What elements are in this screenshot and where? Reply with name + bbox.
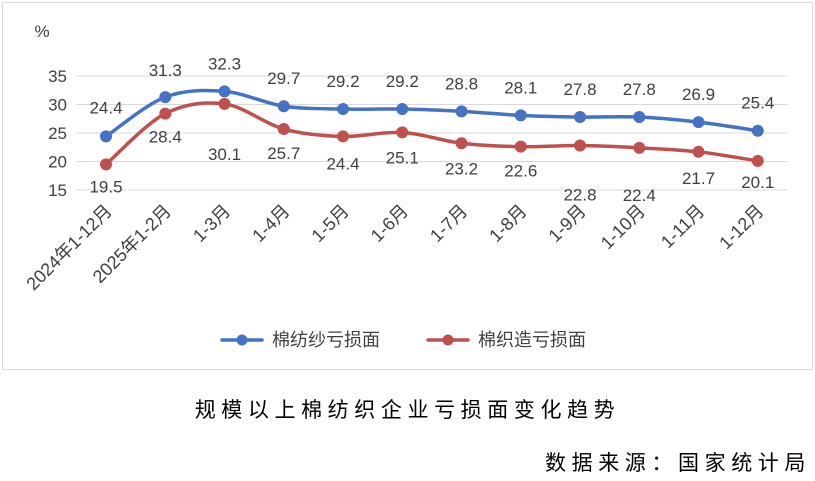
legend-item: 棉纺纱亏损面 (220, 330, 380, 350)
data-point-marker (633, 111, 646, 124)
y-tick-label: 35 (48, 67, 67, 86)
data-point-marker (574, 111, 587, 124)
data-label: 28.1 (504, 78, 537, 97)
data-point-marker (218, 85, 231, 98)
data-label: 26.9 (682, 85, 715, 104)
data-point-marker (692, 145, 705, 158)
data-point-marker (337, 103, 350, 116)
data-point-marker (396, 103, 409, 116)
data-label: 29.2 (326, 72, 359, 91)
data-point-marker (514, 109, 527, 122)
chart-border (2, 2, 813, 370)
data-label: 20.1 (741, 173, 774, 192)
data-label: 30.1 (208, 145, 241, 164)
gridlines (76, 75, 788, 191)
chart-title: 规模以上棉纺织企业亏损面变化趋势 (194, 398, 621, 422)
data-label: 29.2 (386, 72, 419, 91)
data-point-marker (277, 100, 290, 113)
y-tick-label: 20 (48, 153, 67, 172)
data-source-note: 数据来源：国家统计局 (545, 451, 811, 475)
data-point-marker (396, 126, 409, 139)
data-label: 28.8 (445, 74, 478, 93)
data-label: 25.4 (741, 94, 774, 113)
data-point-marker (100, 158, 113, 171)
series-0 (100, 85, 764, 143)
data-point-marker (574, 139, 587, 152)
data-label: 28.4 (149, 128, 182, 147)
legend-label: 棉织造亏损面 (478, 330, 586, 350)
data-label: 24.4 (89, 98, 122, 117)
y-tick-label: 15 (48, 181, 67, 200)
data-label: 27.8 (563, 80, 596, 99)
data-point-marker (751, 154, 764, 167)
data-point-marker (455, 105, 468, 118)
data-label: 25.1 (386, 148, 419, 167)
data-label: 27.8 (623, 80, 656, 99)
data-label: 22.8 (563, 186, 596, 205)
legend: 棉纺纱亏损面 棉织造亏损面 (220, 330, 586, 350)
data-point-marker (633, 141, 646, 154)
data-point-marker (159, 107, 172, 120)
y-axis-tick-labels: 15 20 25 30 35 (48, 67, 67, 200)
series-lines (100, 85, 764, 171)
legend-item: 棉织造亏损面 (426, 330, 586, 350)
series-1 (100, 97, 764, 171)
data-label: 32.3 (208, 54, 241, 73)
legend-marker (236, 334, 248, 346)
y-tick-label: 25 (48, 124, 67, 143)
data-labels: 19.5 28.4 30.1 25.7 24.4 25.1 23.2 22.6 22.8 22.4… (89, 54, 774, 204)
data-label: 22.6 (504, 162, 537, 181)
data-label: 23.2 (445, 159, 478, 178)
data-point-marker (514, 140, 527, 153)
legend-label: 棉纺纱亏损面 (272, 330, 380, 350)
data-label: 21.7 (682, 169, 715, 188)
data-point-marker (751, 124, 764, 137)
data-label: 25.7 (267, 144, 300, 163)
data-label: 29.7 (267, 69, 300, 88)
y-axis-unit: % (34, 22, 49, 41)
data-label: 22.4 (623, 186, 656, 205)
data-point-marker (100, 130, 113, 143)
data-point-marker (218, 97, 231, 110)
y-tick-label: 30 (48, 96, 67, 115)
data-point-marker (455, 137, 468, 150)
data-point-marker (159, 91, 172, 104)
data-label: 19.5 (89, 177, 122, 196)
data-label: 24.4 (326, 154, 359, 173)
data-label: 31.3 (149, 61, 182, 80)
data-point-marker (337, 130, 350, 143)
data-point-marker (277, 123, 290, 136)
legend-marker (442, 334, 454, 346)
data-point-marker (692, 116, 705, 129)
